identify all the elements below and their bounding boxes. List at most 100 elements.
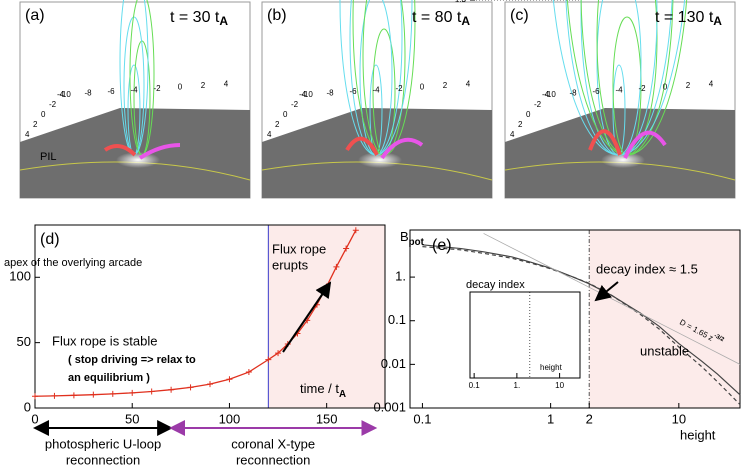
plot-area — [470, 292, 580, 378]
axis-tick: -4 — [542, 90, 550, 99]
y-axis-label-sub: pot — [409, 237, 425, 248]
y-tick-label: 3 — [462, 0, 467, 4]
x-tick-label: 50 — [125, 411, 139, 426]
y-axis-label: Bpot — [400, 229, 425, 247]
axis-tick: -6 — [592, 87, 600, 96]
axis-tick: 0 — [178, 83, 183, 92]
panel-label: (b) — [267, 7, 287, 24]
rope-right — [380, 137, 424, 160]
marker — [333, 263, 340, 270]
x-tick-label: 2 — [586, 411, 593, 426]
panel-label: (d) — [40, 231, 60, 248]
panel-time-sub: A — [461, 14, 470, 28]
annotation: decay index ≈ 1.5 — [596, 261, 698, 276]
rope-right — [623, 130, 667, 159]
annotation: erupts — [272, 257, 309, 272]
panel-time-sub: A — [219, 14, 228, 28]
axis-tick: -10 — [544, 90, 556, 99]
axis-tick: 0 — [663, 83, 668, 92]
y-axis-label-main: B — [400, 229, 409, 244]
annotation: an equilibrium ) — [68, 372, 150, 384]
axis-tick: -6 — [349, 87, 357, 96]
panel-time: t = 130 tA — [655, 9, 722, 28]
marker — [265, 356, 272, 363]
x-tick-label: 0 — [31, 411, 38, 426]
inset-y-label: decay index — [466, 279, 525, 291]
axis-tick: -2 — [534, 100, 542, 109]
x-axis-label-main: time / t — [300, 381, 339, 396]
x-axis-label: height — [680, 427, 716, 442]
y-axis-label: apex of the overlying arcade — [4, 257, 142, 269]
shade-region — [268, 225, 385, 408]
panel-time: t = 30 tA — [170, 9, 228, 28]
x-tick-label: 150 — [316, 411, 338, 426]
axis-tick: 4 — [466, 80, 471, 89]
annotation: Flux rope — [272, 241, 326, 256]
pil-label: PIL — [40, 151, 57, 163]
marker — [226, 376, 233, 383]
annotation: Flux rope is stable — [52, 333, 158, 348]
axis-tick: -10 — [301, 90, 313, 99]
axis-tick: 0 — [283, 110, 288, 119]
axis-tick: -2 — [638, 84, 646, 93]
marker — [187, 384, 194, 391]
panel-time-sub: A — [713, 14, 722, 28]
panel-time-main: t = 30 t — [170, 9, 220, 26]
axis-tick: 0 — [41, 110, 46, 119]
annotation: unstable — [640, 343, 689, 358]
fit-line — [483, 233, 741, 365]
rope-right — [138, 143, 181, 160]
x-tick-label: 0.1 — [469, 381, 481, 390]
axis-tick: 2 — [33, 120, 38, 129]
axis-tick: -4 — [615, 86, 623, 95]
axis-tick: -4 — [372, 86, 380, 95]
x-tick-label: 10 — [555, 381, 564, 390]
axis-tick: -2 — [153, 84, 161, 93]
y-tick-label: 0.01 — [381, 356, 406, 371]
phase-label: reconnection — [66, 452, 140, 467]
axis-tick: -2 — [395, 84, 403, 93]
axis-tick: -8 — [326, 89, 334, 98]
x-tick-label: 10 — [672, 411, 686, 426]
panel-label: (e) — [432, 237, 452, 254]
y-tick-label: 0.001 — [373, 399, 406, 414]
marker — [70, 392, 77, 399]
y-tick-label: 0.1 — [388, 312, 406, 327]
axis-tick: 2 — [275, 120, 280, 129]
axis-tick: 0 — [420, 83, 425, 92]
glow — [358, 152, 402, 168]
fit-label-sub: -3/2 — [713, 333, 726, 343]
arrow — [282, 281, 332, 353]
panel-time-main: t = 130 t — [655, 9, 714, 26]
rope-left — [588, 129, 622, 156]
marker — [207, 381, 213, 388]
axis-tick: -8 — [84, 89, 92, 98]
inset-x-label: height — [540, 363, 563, 372]
x-tick-label: 100 — [219, 411, 241, 426]
x-tick-label: 1 — [547, 411, 554, 426]
y-tick-label: 1.5 — [455, 0, 467, 4]
axis-tick: -10 — [59, 90, 71, 99]
plot-frame — [34, 224, 386, 409]
y-tick-label: 100 — [9, 269, 31, 284]
panel-time: t = 80 tA — [412, 9, 470, 28]
axis-tick: 2 — [686, 81, 691, 90]
x-tick-label: 1. — [514, 381, 521, 390]
x-tick-label: 0.1 — [413, 411, 431, 426]
axis-tick: -2 — [49, 100, 57, 109]
marker — [148, 388, 155, 395]
axis-tick: 4 — [25, 130, 30, 139]
panel-time-main: t = 80 t — [412, 9, 462, 26]
axis-tick: -4 — [299, 90, 307, 99]
axis-tick: -8 — [569, 89, 577, 98]
curve — [422, 245, 741, 405]
marker — [343, 245, 350, 252]
axis-tick: 4 — [510, 130, 515, 139]
marker — [109, 390, 116, 397]
axis-tick: 2 — [443, 81, 448, 90]
x-axis-label-sub: A — [339, 389, 346, 400]
y-tick-label: 1. — [395, 269, 406, 284]
marker — [168, 386, 175, 393]
x-axis-label: time / tA — [300, 381, 346, 399]
